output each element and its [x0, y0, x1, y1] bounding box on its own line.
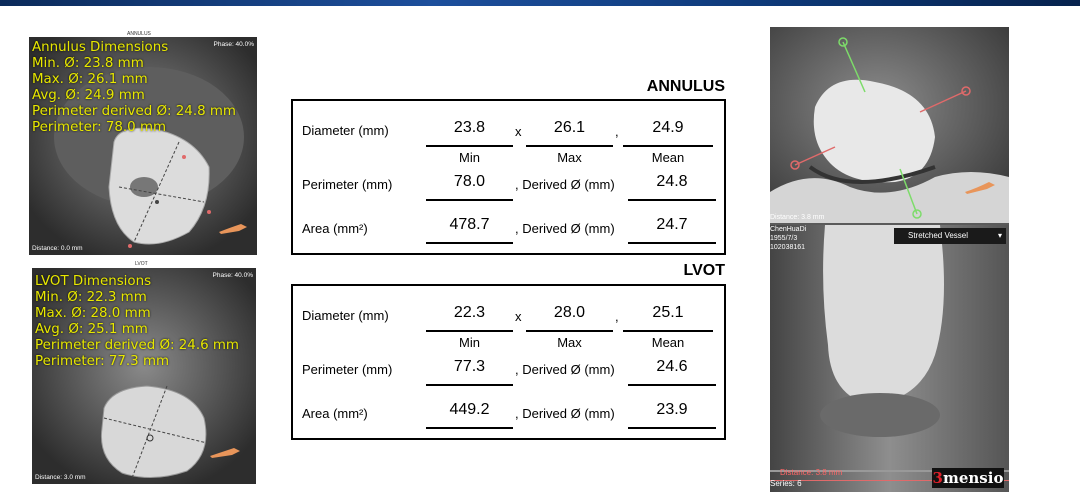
- annulus-distance: Distance: 0.0 mm: [32, 245, 83, 252]
- lvot-distance: Distance: 3.0 mm: [35, 474, 86, 481]
- underline: [426, 427, 513, 429]
- overlay-line: Min. Ø: 23.8 mm: [32, 56, 144, 71]
- lvot-panel-title: LVOT: [135, 261, 148, 267]
- derived-label: , Derived Ø (mm): [515, 406, 615, 421]
- underline: [526, 145, 613, 147]
- area-label: Area (mm²): [302, 221, 368, 236]
- area-label: Area (mm²): [302, 406, 368, 421]
- underline: [426, 384, 513, 386]
- annulus-mean-value: 24.9: [652, 119, 684, 136]
- underline: [526, 330, 613, 332]
- annulus-min-value: 23.8: [453, 119, 486, 136]
- derived-label: , Derived Ø (mm): [515, 177, 615, 192]
- overlay-line: Perimeter: 77.3 mm: [35, 354, 170, 369]
- chevron-down-icon[interactable]: ▾: [997, 231, 1002, 240]
- overlay-line: Min. Ø: 22.3 mm: [35, 290, 147, 305]
- annulus-table: Diameter (mm) 23.8 x 26.1 , 24.9 Min Max…: [291, 99, 726, 255]
- top-banner: [0, 0, 1080, 6]
- underline: [426, 330, 513, 332]
- bottom-distance: Distance: 3.8 mm: [780, 468, 843, 477]
- annulus-ct-panel[interactable]: Phase: 40.0% Annulus Dimensions Min. Ø: …: [29, 37, 257, 255]
- overlay-line: LVOT Dimensions: [35, 274, 152, 289]
- underline: [628, 384, 716, 386]
- derived-label: , Derived Ø (mm): [515, 362, 615, 377]
- underline: [628, 242, 716, 244]
- view-mode-select[interactable]: Stretched Vessel ▾: [894, 228, 1006, 244]
- mean-caption: Mean: [651, 150, 685, 165]
- overlay-line: Perimeter derived Ø: 24.6 mm: [35, 338, 239, 353]
- patient-dob: 1955/7/3: [770, 235, 798, 242]
- annulus-max-value: 26.1: [553, 119, 586, 136]
- underline: [623, 330, 713, 332]
- underline: [628, 199, 716, 201]
- series-label: Series: 6: [770, 479, 802, 488]
- overlay-line: Perimeter derived Ø: 24.8 mm: [32, 104, 236, 119]
- underline: [426, 242, 513, 244]
- diameter-label: Diameter (mm): [302, 308, 389, 323]
- lvot-perimeter-derived-value: 24.6: [656, 358, 688, 375]
- underline: [623, 145, 713, 147]
- diameter-label: Diameter (mm): [302, 123, 389, 138]
- lvot-phase: Phase: 40.0%: [212, 272, 253, 279]
- patient-name: ChenHuaDi: [770, 226, 807, 233]
- derived-label: , Derived Ø (mm): [515, 221, 615, 236]
- view-mode-label: Stretched Vessel: [908, 231, 969, 240]
- annulus-heading: ANNULUS: [646, 78, 725, 95]
- patient-id: 102038161: [770, 244, 806, 251]
- cross-section-image: [770, 27, 1009, 223]
- overlay-line: Max. Ø: 26.1 mm: [32, 72, 148, 87]
- x-separator: x: [515, 124, 522, 139]
- stretched-vessel-view[interactable]: Distance: 3.8 mm ChenHuaDi 1955/7/3 1020…: [770, 27, 1009, 492]
- min-caption: Min: [459, 335, 480, 350]
- annulus-area-value: 478.7: [449, 216, 490, 233]
- stretched-vessel-image: [770, 225, 1009, 492]
- lvot-min-value: 22.3: [453, 304, 486, 321]
- underline: [426, 145, 513, 147]
- underline: [628, 427, 716, 429]
- max-caption: Max: [557, 335, 582, 350]
- comma-separator: ,: [615, 309, 619, 324]
- overlay-line: Max. Ø: 28.0 mm: [35, 306, 151, 321]
- comma-separator: ,: [615, 124, 619, 139]
- overlay-line: Annulus Dimensions: [32, 40, 169, 55]
- lvot-heading: LVOT: [683, 262, 725, 279]
- mean-caption: Mean: [651, 335, 685, 350]
- lvot-area-value: 449.2: [449, 401, 490, 418]
- annulus-area-derived-value: 24.7: [656, 216, 688, 233]
- annulus-perimeter-value: 78.0: [453, 173, 486, 190]
- min-caption: Min: [459, 150, 480, 165]
- annulus-ct-image: [29, 37, 257, 255]
- top-distance: Distance: 3.8 mm: [770, 214, 825, 221]
- x-separator: x: [515, 309, 522, 324]
- annulus-phase: Phase: 40.0%: [213, 41, 254, 48]
- lvot-area-derived-value: 23.9: [656, 401, 688, 418]
- overlay-line: Avg. Ø: 24.9 mm: [32, 88, 145, 103]
- lvot-overlay-text: LVOT Dimensions Min. Ø: 22.3 mm Max. Ø: …: [35, 274, 239, 370]
- annulus-perimeter-derived-value: 24.8: [656, 173, 688, 190]
- underline: [426, 199, 513, 201]
- annulus-panel-title: ANNULUS: [127, 31, 151, 37]
- perimeter-label: Perimeter (mm): [302, 177, 393, 192]
- max-caption: Max: [557, 150, 582, 165]
- logo-digit: 3: [932, 469, 943, 487]
- 3mensio-logo: 3mensio: [932, 468, 1004, 488]
- lvot-mean-value: 25.1: [652, 304, 684, 321]
- overlay-line: Avg. Ø: 25.1 mm: [35, 322, 148, 337]
- lvot-ct-image: [32, 268, 256, 484]
- lvot-perimeter-value: 77.3: [453, 358, 486, 375]
- annulus-overlay-text: Annulus Dimensions Min. Ø: 23.8 mm Max. …: [32, 40, 236, 136]
- perimeter-label: Perimeter (mm): [302, 362, 393, 377]
- logo-word: mensio: [942, 469, 1004, 487]
- lvot-ct-panel[interactable]: Phase: 40.0% LVOT Dimensions Min. Ø: 22.…: [32, 268, 256, 484]
- overlay-line: Perimeter: 78.0 mm: [32, 120, 167, 135]
- lvot-table: Diameter (mm) 22.3 x 28.0 , 25.1 Min Max…: [291, 284, 726, 440]
- lvot-max-value: 28.0: [553, 304, 586, 321]
